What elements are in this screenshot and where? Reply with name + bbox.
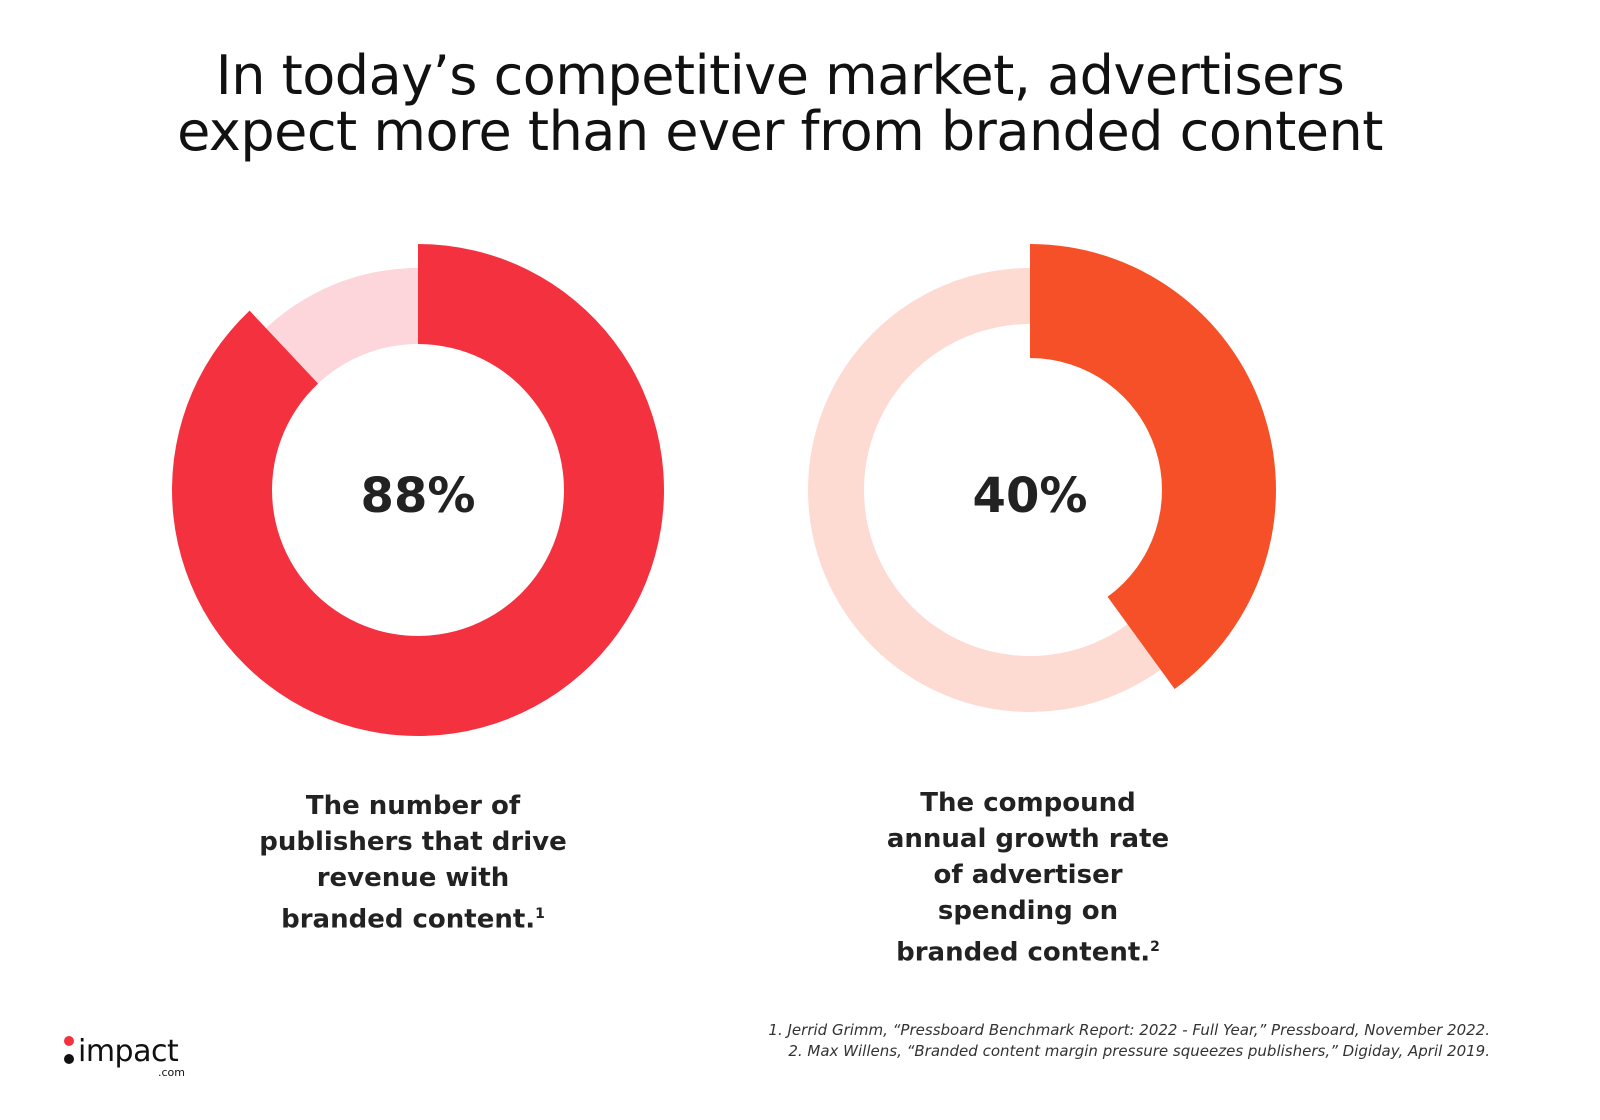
title-line-2: expect more than ever from branded conte… <box>177 100 1383 163</box>
page-title: In today’s competitive market, advertise… <box>0 48 1560 160</box>
footnote-ref: 2 <box>1150 939 1160 955</box>
caption-line: publishers that drive <box>259 827 567 857</box>
caption-line: The compound <box>920 788 1136 818</box>
footnote-ref: 1 <box>535 906 545 922</box>
caption-line: annual growth rate <box>886 824 1170 854</box>
logo-dot-black <box>64 1054 74 1064</box>
logo-dot-red <box>64 1036 74 1046</box>
donut-arc-left <box>171 244 664 736</box>
caption-line: spending on <box>937 896 1119 926</box>
caption-line: of advertiser <box>933 860 1123 890</box>
title-line-1: In today’s competitive market, advertise… <box>215 44 1345 107</box>
caption-line: branded content. <box>896 937 1151 968</box>
caption-left: The number of publishers that drive reve… <box>233 788 593 938</box>
footnote-2: 2. Max Willens, “Branded content margin … <box>788 1042 1490 1060</box>
logo-suffix: .com <box>158 1066 185 1079</box>
caption-line: The number of <box>305 791 521 821</box>
donut-label-left: 88% <box>361 468 476 524</box>
caption-line: branded content. <box>281 904 536 935</box>
donut-arc-right <box>1030 244 1276 690</box>
footnotes: 1. Jerrid Grimm, “Pressboard Benchmark R… <box>768 1020 1490 1062</box>
caption-right: The compound annual growth rate of adver… <box>848 785 1208 971</box>
donut-label-right: 40% <box>973 468 1088 524</box>
footnote-1: 1. Jerrid Grimm, “Pressboard Benchmark R… <box>768 1021 1490 1039</box>
caption-line: revenue with <box>316 863 510 893</box>
logo-word: impact <box>78 1034 179 1069</box>
